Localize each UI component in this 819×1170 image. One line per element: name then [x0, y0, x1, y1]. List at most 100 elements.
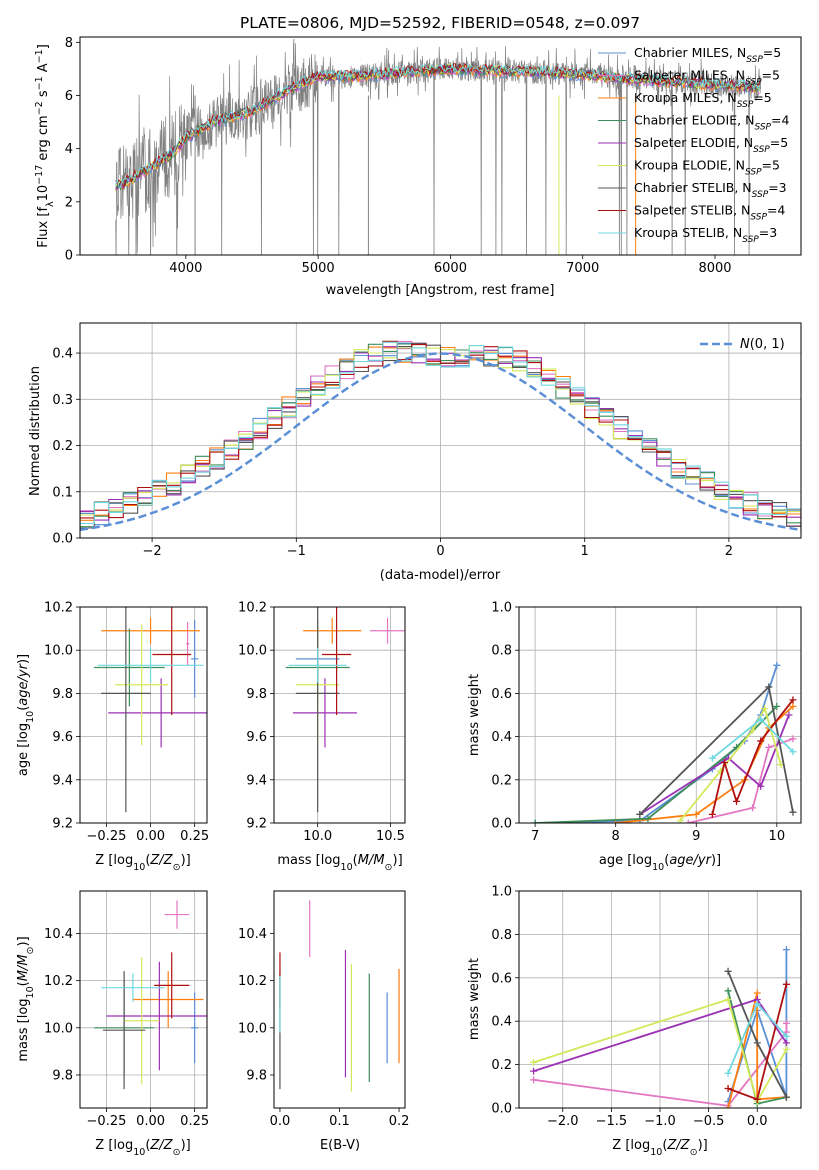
text-part: −17 [34, 165, 45, 185]
text-part: N [740, 337, 750, 352]
series-marker [676, 817, 684, 823]
series-marker [789, 702, 797, 710]
series-marker [530, 1058, 538, 1066]
series-marker [708, 810, 716, 818]
y-tick-label: 10.0 [238, 1021, 267, 1036]
legend-label: Salpeter ELODIE, NSSP=5 [634, 135, 788, 155]
axes-frame [79, 36, 802, 256]
text-part: mass [log [277, 853, 340, 868]
text-part: ⊙ [690, 1147, 698, 1158]
x-tick-label: 8 [612, 829, 620, 844]
text-part: Flux [f [36, 207, 51, 248]
series-marker [773, 661, 781, 669]
series-marker [757, 715, 765, 723]
text-part: ( [145, 1138, 150, 1153]
text-part: 10 [650, 1147, 662, 1158]
series-marker [753, 1000, 761, 1008]
legend-label: Chabrier MILES, NSSP=5 [634, 45, 781, 65]
series-marker [782, 946, 790, 954]
y-tick-label: 1.0 [491, 885, 512, 900]
text-part: 10 [133, 1147, 145, 1158]
y-tick-label: 0.2 [52, 439, 73, 454]
text-part: Kroupa STELIB, N [634, 225, 742, 240]
series-marker [684, 819, 692, 823]
text-part: Salpeter ELODIE, N [634, 135, 753, 150]
y-tick-label: 9.2 [52, 817, 73, 832]
series-marker [708, 754, 716, 762]
text-part: )] [698, 1138, 708, 1153]
legend-label: Salpeter MILES, NSSP=5 [634, 68, 780, 88]
text-part: SSP [737, 100, 754, 110]
text-part: )] [393, 853, 403, 868]
text-part: Salpeter MILES, N [634, 68, 745, 83]
plot-area [94, 900, 207, 1090]
series-marker [782, 1039, 790, 1047]
y-tick-label: 0.2 [491, 773, 512, 788]
x-tick-label: 0.1 [329, 1114, 350, 1129]
y-axis-label: age [log10(age/yr)] [16, 654, 36, 776]
y-tick-label: 10.0 [44, 644, 73, 659]
text-part: Z/Z [149, 1138, 173, 1153]
text-part: Kroupa MILES, N [634, 90, 737, 105]
y-tick-label: 0.4 [491, 730, 512, 745]
text-part: =5 [753, 90, 771, 105]
text-part: −2 [34, 101, 45, 115]
text-part: =4 [767, 203, 785, 218]
y-tick-label: 9.2 [246, 817, 267, 832]
y-tick-label: 2 [65, 195, 73, 210]
text-part: 10 [341, 862, 353, 873]
text-part: age/yr [16, 662, 31, 705]
series-marker [530, 1067, 538, 1075]
x-tick-label: 10.5 [376, 829, 405, 844]
x-tick-label: 9 [692, 829, 700, 844]
x-axis-label: Z [log10(Z/Z⊙)] [95, 1138, 190, 1158]
x-tick-label: 7000 [566, 261, 599, 276]
text-part: Z [log [95, 1138, 133, 1153]
series-marker [724, 996, 732, 1003]
text-part: mass [log [16, 998, 31, 1061]
plot-area [279, 900, 400, 1092]
text-part: ⊙ [25, 947, 36, 955]
series-marker [782, 1032, 790, 1040]
y-tick-label: 8 [65, 36, 73, 51]
series-marker [753, 1039, 761, 1047]
y-tick-label: 10.2 [238, 974, 267, 989]
text-part: SSP [752, 190, 769, 200]
axes-frame [273, 890, 406, 1109]
text-part: age/yr [669, 853, 712, 868]
x-tick-label: 2 [725, 544, 733, 559]
series-marker [753, 989, 761, 997]
text-part: )] [16, 936, 31, 946]
series-marker [773, 702, 781, 710]
series-marker [761, 705, 769, 713]
x-tick-label: 10.0 [303, 829, 332, 844]
x-tick-label: 0.25 [180, 1114, 209, 1129]
series-marker [785, 711, 793, 719]
series-marker [724, 1084, 732, 1092]
x-axis-label: Z [log10(Z/Z⊙)] [95, 853, 190, 873]
y-tick-label: 0.3 [52, 393, 73, 408]
text-part: =5 [770, 135, 788, 150]
residual-histogram [80, 341, 801, 524]
series-marker [724, 967, 732, 975]
y-tick-label: 10.2 [44, 974, 73, 989]
y-tick-label: 9.4 [52, 773, 73, 788]
text-part: M/M [358, 853, 385, 868]
y-tick-label: 9.8 [246, 687, 267, 702]
x-tick-label: 5000 [302, 261, 335, 276]
legend-label: Kroupa ELODIE, NSSP=5 [634, 158, 780, 178]
series-marker [644, 815, 652, 823]
text-part: 10 [652, 862, 664, 873]
y-axis-label: Normed distribution [28, 366, 43, 496]
x-tick-label: 8000 [698, 261, 731, 276]
text-part: =5 [762, 68, 780, 83]
text-part: ( [664, 853, 669, 868]
text-part: SSP [746, 55, 763, 65]
y-tick-label: 9.8 [52, 687, 73, 702]
plot-area [94, 607, 207, 813]
series-marker [724, 987, 732, 995]
series-line [639, 714, 790, 816]
x-tick-label: 0.0 [747, 1114, 768, 1129]
text-part: ( [353, 853, 358, 868]
text-part: ( [145, 853, 150, 868]
